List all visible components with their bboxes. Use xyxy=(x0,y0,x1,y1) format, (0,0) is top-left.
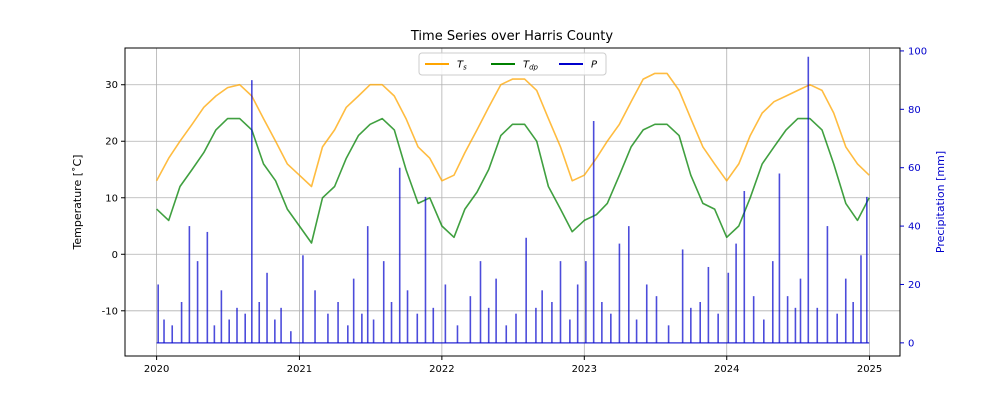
legend: Ts Tdp P xyxy=(418,52,607,76)
y-tick-label-left: 10 xyxy=(105,193,118,204)
y-tick-label-right: 40 xyxy=(908,222,921,233)
legend-label-symbol: T xyxy=(523,60,530,71)
y-tick-label-left: 20 xyxy=(105,137,118,148)
y-tick-label-right: 0 xyxy=(908,338,914,349)
x-axis: 2020 2021 2022 2023 2024 2025 xyxy=(144,356,882,375)
x-tick-label: 2021 xyxy=(287,364,312,375)
legend-label: Tdp xyxy=(523,60,539,72)
y-tick-label-left: -10 xyxy=(102,306,118,317)
series-line-t-s xyxy=(155,72,870,188)
x-tick-label: 2020 xyxy=(144,364,169,375)
y-tick-label-right: 20 xyxy=(908,280,921,291)
x-tick-label: 2024 xyxy=(714,364,739,375)
series-line-t-dp xyxy=(156,117,870,244)
y-tick-label-right: 100 xyxy=(908,46,927,57)
x-tick-label: 2022 xyxy=(429,364,454,375)
y-axis-left-title: Temperature [˚C] xyxy=(71,155,84,251)
plot-frame xyxy=(124,47,901,357)
y-tick-label-right: 80 xyxy=(908,105,921,116)
y-axis-left: -10 0 10 20 30 xyxy=(102,80,125,317)
chart-title: Time Series over Harris County xyxy=(410,29,614,44)
x-tick-label: 2023 xyxy=(572,364,597,375)
y-axis-right-title: Precipitation [mm] xyxy=(934,151,947,253)
x-tick-label: 2025 xyxy=(857,364,882,375)
legend-label-subscript: dp xyxy=(529,64,538,72)
y-axis-right: 0 20 40 60 80 100 xyxy=(900,46,927,349)
y-tick-label-left: 0 xyxy=(112,250,118,261)
y-tick-label-right: 60 xyxy=(908,163,921,174)
legend-label: Ts xyxy=(457,60,467,72)
legend-label: P xyxy=(591,60,598,71)
legend-label-symbol: T xyxy=(457,60,464,71)
y-tick-label-left: 30 xyxy=(105,80,118,91)
grid xyxy=(125,48,900,356)
legend-label-symbol: P xyxy=(591,60,598,71)
plot-area xyxy=(155,56,870,344)
legend-label-subscript: s xyxy=(463,64,467,72)
